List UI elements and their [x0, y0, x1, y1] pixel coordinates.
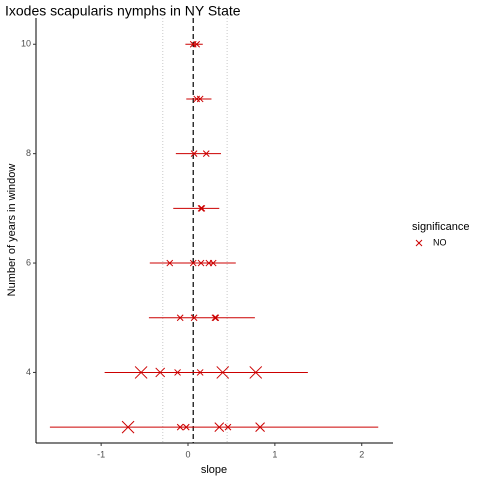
point: [155, 367, 166, 378]
point: [211, 314, 219, 322]
point: [198, 204, 206, 212]
marker-stroke: [196, 369, 204, 376]
x-tick-label: -1: [97, 449, 105, 459]
marker-stroke: [190, 150, 198, 158]
x-tick-label: 2: [359, 449, 364, 459]
point: [190, 314, 198, 322]
point: [216, 366, 230, 379]
point: [190, 150, 198, 158]
marker-stroke: [209, 259, 217, 267]
marker-stroke: [176, 314, 184, 322]
marker-stroke: [134, 366, 148, 379]
point: [182, 423, 190, 431]
point: [196, 369, 204, 376]
point: [176, 314, 184, 322]
point: [249, 366, 263, 379]
marker-stroke: [198, 204, 206, 212]
marker-stroke: [121, 420, 135, 434]
marker-stroke: [216, 366, 230, 379]
point: [121, 420, 135, 434]
marker-stroke: [189, 259, 197, 267]
point: [176, 423, 184, 431]
y-tick-label: 10: [21, 39, 31, 49]
marker-stroke: [224, 423, 232, 431]
marker-stroke: [193, 40, 201, 48]
marker-stroke: [415, 239, 423, 247]
point: [189, 259, 197, 267]
legend-title: significance: [412, 221, 469, 233]
marker-stroke: [249, 366, 263, 379]
marker-stroke: [255, 422, 265, 432]
legend-marker: [415, 239, 423, 247]
point: [134, 366, 148, 379]
marker-stroke: [176, 423, 184, 431]
point: [255, 422, 265, 432]
marker-stroke: [197, 204, 205, 212]
y-tick-label: 4: [26, 367, 31, 377]
y-axis-label: Number of years in window: [6, 164, 18, 297]
point: [174, 369, 181, 376]
marker-stroke: [182, 423, 190, 431]
y-tick-label: 8: [26, 148, 31, 158]
marker-stroke: [214, 422, 225, 432]
point: [209, 259, 217, 267]
point: [212, 314, 220, 322]
point: [166, 259, 174, 267]
point: [202, 150, 210, 158]
point: [224, 423, 232, 431]
chart-title: Ixodes scapularis nymphs in NY State: [5, 3, 241, 19]
marker-stroke: [202, 150, 210, 158]
x-axis-label: slope: [201, 464, 227, 476]
marker-stroke: [196, 95, 204, 103]
y-tick-label: 6: [26, 257, 31, 267]
point: [196, 95, 204, 103]
x-tick-label: 0: [185, 449, 190, 459]
point: [193, 40, 201, 48]
marker-stroke: [166, 259, 174, 267]
marker-stroke: [155, 367, 166, 378]
marker-stroke: [190, 314, 198, 322]
legend-label: NO: [433, 237, 447, 247]
marker-stroke: [197, 259, 205, 267]
marker-stroke: [212, 314, 220, 322]
point: [197, 204, 205, 212]
x-tick-label: 1: [272, 449, 277, 459]
point: [214, 422, 225, 432]
marker-stroke: [174, 369, 181, 376]
marker-stroke: [211, 314, 219, 322]
point: [197, 259, 205, 267]
